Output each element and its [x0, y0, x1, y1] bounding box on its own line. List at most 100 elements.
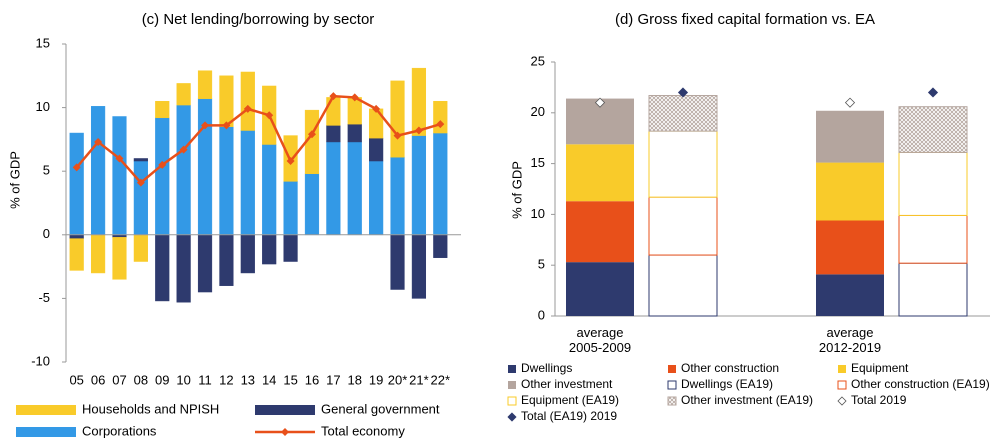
bar: [648, 196, 718, 256]
bar: [69, 234, 84, 239]
bar: [283, 181, 298, 236]
legend-swatch: [281, 428, 289, 436]
x-tick-label: 17: [326, 372, 340, 387]
bar: [648, 95, 718, 132]
y-axis-label: % of GDP: [509, 161, 524, 219]
bar: [326, 141, 341, 236]
line: [75, 94, 441, 185]
legend-swatch: [16, 405, 76, 415]
bar: [566, 201, 634, 263]
bar: [176, 104, 191, 236]
line-marker: [372, 104, 381, 113]
legend-label: Dwellings: [521, 361, 572, 375]
y-tick-label: 10: [531, 206, 545, 221]
marker: [927, 87, 939, 98]
line-marker: [307, 130, 316, 139]
bar: [176, 234, 191, 303]
bar: [155, 234, 170, 302]
legend-swatch: [667, 396, 677, 406]
bar: [898, 151, 968, 216]
legend-label: Dwellings (EA19): [681, 377, 773, 391]
x-tick-label: 18: [348, 372, 362, 387]
bar: [347, 141, 362, 236]
bar: [133, 160, 148, 236]
line-marker: [243, 104, 252, 113]
x-tick-label: 06: [91, 372, 105, 387]
bar: [133, 234, 148, 262]
legend-swatch: [16, 427, 76, 437]
legend-swatch: [838, 365, 846, 373]
bar: [112, 116, 127, 236]
bar: [411, 135, 427, 236]
bar: [176, 83, 191, 106]
bar: [433, 234, 448, 258]
legend-label: Households and NPISH: [82, 401, 219, 416]
line-marker: [414, 126, 423, 135]
bar: [411, 234, 427, 299]
bar: [390, 234, 405, 290]
bar: [69, 238, 84, 271]
marker: [677, 87, 689, 98]
legend-label: Corporations: [82, 423, 157, 438]
bar: [90, 234, 106, 274]
x-tick-label: 13: [241, 372, 255, 387]
x-tick-label: average 2005-2009: [568, 325, 632, 355]
line-marker: [265, 111, 274, 120]
y-axis-label: % of GDP: [7, 151, 22, 209]
y-tick-label: 5: [43, 163, 50, 178]
bar: [411, 67, 427, 136]
bar: [133, 158, 148, 162]
x-tick-label: 19: [369, 372, 383, 387]
line-marker: [136, 178, 145, 187]
bar: [219, 234, 234, 286]
bar: [240, 71, 255, 131]
bar: [219, 75, 234, 127]
line-marker: [436, 120, 445, 129]
x-tick-label: 09: [155, 372, 169, 387]
bar: [347, 123, 362, 143]
bar: [219, 126, 234, 236]
x-tick-label: 11: [198, 372, 212, 387]
legend-label: Total economy: [321, 423, 405, 438]
bar: [566, 262, 634, 316]
y-tick-label: 20: [531, 104, 545, 119]
legend-label: General government: [321, 401, 440, 416]
x-tick-label: 05: [69, 372, 83, 387]
bar: [816, 162, 884, 221]
line-marker: [393, 131, 402, 140]
bar: [197, 70, 213, 99]
bar: [816, 274, 884, 316]
legend-swatch: [837, 396, 847, 406]
bar: [240, 130, 255, 236]
y-tick-label: 15: [531, 155, 545, 170]
y-tick-label: 25: [531, 53, 545, 68]
bar: [283, 234, 298, 262]
y-tick-label: 0: [538, 307, 545, 322]
legend-swatch: [837, 380, 847, 390]
bar: [262, 144, 277, 236]
y-tick-label: -10: [31, 353, 50, 368]
chart-title: (d) Gross fixed capital formation vs. EA: [615, 11, 875, 28]
bar: [648, 130, 718, 198]
bar: [69, 132, 84, 236]
bar: [304, 173, 320, 236]
line-marker: [115, 154, 124, 163]
bar: [347, 97, 362, 125]
legend-label: Other construction (EA19): [851, 377, 990, 391]
y-tick-label: -5: [38, 290, 50, 305]
x-tick-label: 10: [176, 372, 190, 387]
bar: [369, 160, 384, 236]
bar: [648, 254, 718, 317]
y-tick-label: 10: [36, 99, 50, 114]
line-marker: [94, 137, 103, 146]
x-tick-label: 16: [305, 372, 319, 387]
x-tick-label: 20*: [388, 372, 408, 387]
line-marker: [158, 160, 167, 169]
line-marker: [286, 157, 295, 166]
y-tick-label: 15: [36, 35, 50, 50]
x-tick-label: 22*: [431, 372, 451, 387]
bar: [898, 214, 968, 264]
line-marker: [179, 145, 188, 154]
bar: [566, 144, 634, 202]
